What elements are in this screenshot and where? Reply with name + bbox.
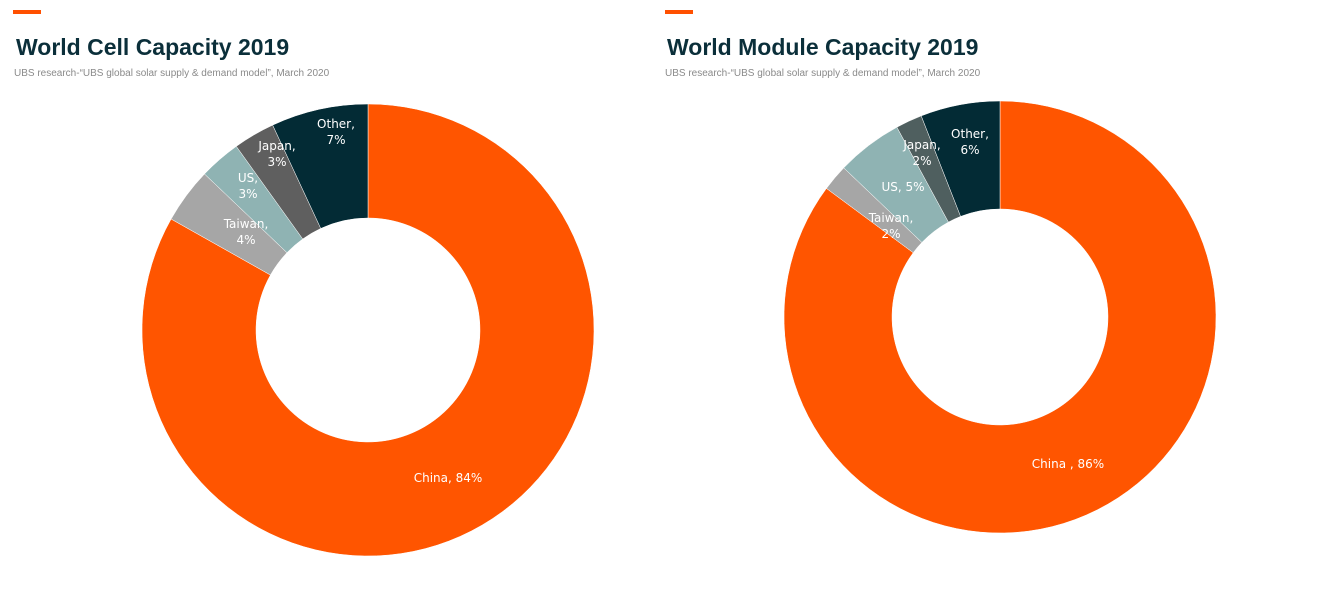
slice-label-taiwan: Taiwan, 4% — [223, 217, 269, 247]
module-capacity-panel: World Module Capacity 2019 UBS research-… — [651, 0, 1318, 589]
slice-china — [141, 103, 595, 557]
accent-bar — [665, 10, 693, 14]
slice-label-us: US, 3% — [238, 171, 258, 201]
slice-china — [783, 100, 1217, 534]
slice-label-japan: Japan, 3% — [257, 139, 295, 169]
slice-label-japan: Japan, 2% — [902, 138, 940, 168]
cell-capacity-donut-chart: China, 84% Taiwan, 4% US, 3%Japan, 3% Other, 7% — [141, 103, 595, 557]
chart-source: UBS research-“UBS global solar supply & … — [665, 68, 981, 79]
slice-label-other: Other, 6% — [951, 127, 989, 157]
slice-other — [920, 100, 1001, 217]
chart-title: World Cell Capacity 2019 — [16, 34, 290, 60]
accent-bar — [13, 10, 41, 14]
chart-title: World Module Capacity 2019 — [667, 34, 979, 60]
cell-capacity-panel: World Cell Capacity 2019 UBS research-“U… — [0, 0, 650, 589]
slice-other — [272, 103, 369, 229]
slice-label-other: Other, 7% — [317, 117, 355, 147]
chart-source: UBS research-“UBS global solar supply & … — [14, 68, 330, 79]
module-capacity-donut-chart: China , 86% Taiwan, 2% US, 5% Japan, 2% Other,… — [783, 100, 1217, 534]
slice-label-china: China , 86% — [1032, 457, 1104, 471]
slice-label-china: China, 84% — [414, 471, 483, 485]
slice-label-us: US, 5% — [881, 180, 924, 194]
slice-label-taiwan: Taiwan, 2% — [868, 211, 914, 241]
